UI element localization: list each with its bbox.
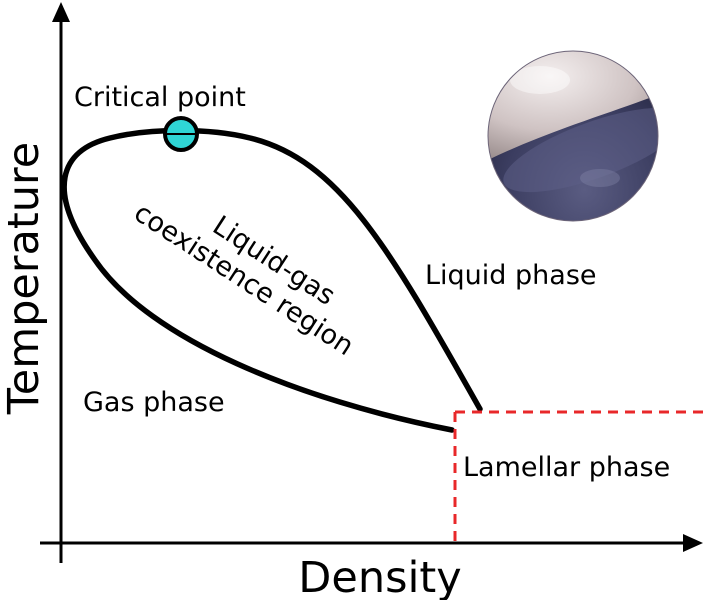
gas-phase-label: Gas phase	[83, 387, 225, 418]
y-axis-label: Temperature	[0, 142, 49, 415]
critical-point-marker	[163, 116, 199, 152]
critical-point-label: Critical point	[74, 82, 246, 113]
x-axis-label: Density	[298, 553, 461, 600]
lamellar-boundary	[453, 410, 708, 545]
y-axis	[52, 2, 70, 563]
coexistence-curve	[61, 127, 483, 433]
two-phase-sphere-icon	[487, 50, 659, 222]
x-axis	[40, 534, 703, 552]
lamellar-phase-label: Lamellar phase	[463, 452, 670, 483]
liquid-phase-label: Liquid phase	[425, 260, 597, 291]
coexistence-region-label: Liquid-gas coexistence region	[128, 197, 359, 362]
